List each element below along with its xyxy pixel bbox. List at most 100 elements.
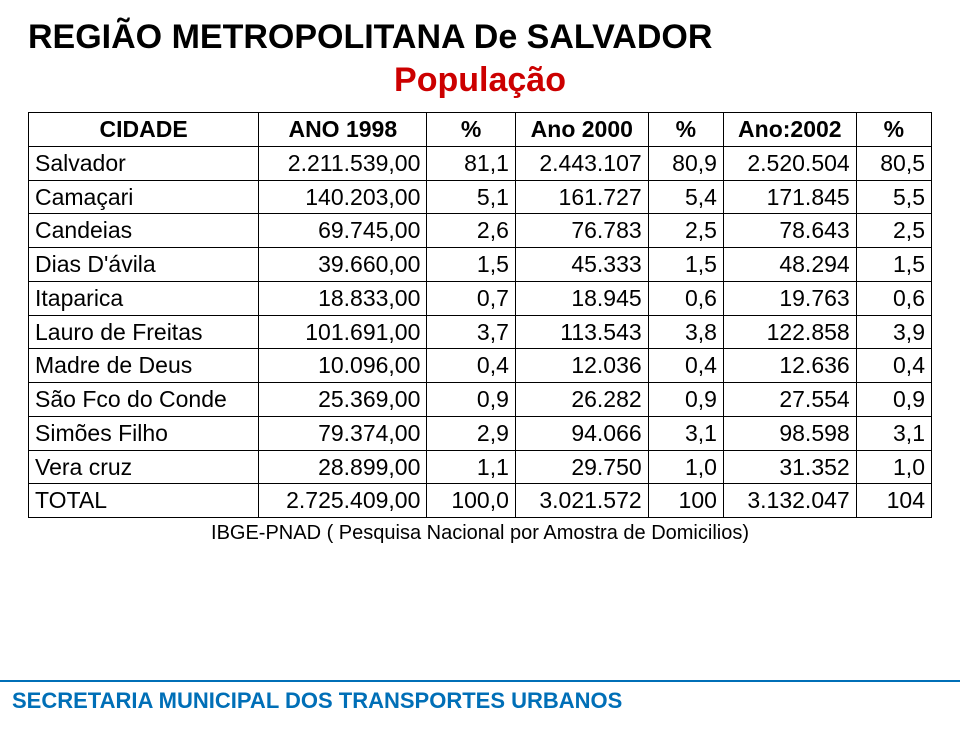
cell-value: 113.543 — [515, 315, 648, 349]
cell-value: 18.945 — [515, 281, 648, 315]
cell-value: 28.899,00 — [259, 450, 427, 484]
cell-value: 1,5 — [648, 248, 723, 282]
table-row: Vera cruz28.899,001,129.7501,031.3521,0 — [29, 450, 932, 484]
footer-bar: SECRETARIA MUNICIPAL DOS TRANSPORTES URB… — [0, 680, 960, 714]
table-row: Salvador2.211.539,0081,12.443.10780,92.5… — [29, 146, 932, 180]
cell-value: 12.036 — [515, 349, 648, 383]
table-row: São Fco do Conde25.369,000,926.2820,927.… — [29, 383, 932, 417]
cell-value: 29.750 — [515, 450, 648, 484]
cell-name: Candeias — [29, 214, 259, 248]
cell-value: 5,1 — [427, 180, 516, 214]
col-header: Ano:2002 — [723, 113, 856, 147]
cell-value: 26.282 — [515, 383, 648, 417]
cell-value: 171.845 — [723, 180, 856, 214]
cell-value: 100,0 — [427, 484, 516, 518]
cell-value: 0,9 — [648, 383, 723, 417]
cell-value: 25.369,00 — [259, 383, 427, 417]
cell-value: 122.858 — [723, 315, 856, 349]
col-header: % — [427, 113, 516, 147]
cell-name: São Fco do Conde — [29, 383, 259, 417]
cell-value: 31.352 — [723, 450, 856, 484]
source-note: IBGE-PNAD ( Pesquisa Nacional por Amostr… — [28, 522, 932, 545]
cell-value: 10.096,00 — [259, 349, 427, 383]
cell-value: 2,5 — [648, 214, 723, 248]
cell-value: 0,9 — [427, 383, 516, 417]
table-row: Dias D'ávila39.660,001,545.3331,548.2941… — [29, 248, 932, 282]
col-header: CIDADE — [29, 113, 259, 147]
cell-value: 0,6 — [856, 281, 931, 315]
table-row: Lauro de Freitas101.691,003,7113.5433,81… — [29, 315, 932, 349]
cell-value: 1,0 — [856, 450, 931, 484]
footer-text: SECRETARIA MUNICIPAL DOS TRANSPORTES URB… — [12, 688, 622, 713]
col-header: % — [856, 113, 931, 147]
table-row: Itaparica18.833,000,718.9450,619.7630,6 — [29, 281, 932, 315]
cell-value: 81,1 — [427, 146, 516, 180]
col-header: % — [648, 113, 723, 147]
cell-value: 5,4 — [648, 180, 723, 214]
cell-value: 140.203,00 — [259, 180, 427, 214]
cell-value: 1,5 — [427, 248, 516, 282]
cell-value: 78.643 — [723, 214, 856, 248]
cell-name: Camaçari — [29, 180, 259, 214]
cell-value: 0,4 — [648, 349, 723, 383]
cell-value: 79.374,00 — [259, 416, 427, 450]
cell-value: 2.725.409,00 — [259, 484, 427, 518]
cell-value: 3,1 — [856, 416, 931, 450]
cell-value: 2,9 — [427, 416, 516, 450]
cell-value: 1,0 — [648, 450, 723, 484]
cell-value: 3,7 — [427, 315, 516, 349]
cell-name: Madre de Deus — [29, 349, 259, 383]
cell-value: 45.333 — [515, 248, 648, 282]
cell-value: 80,5 — [856, 146, 931, 180]
table-row: Candeias69.745,002,676.7832,578.6432,5 — [29, 214, 932, 248]
page-title: REGIÃO METROPOLITANA De SALVADOR — [28, 18, 932, 57]
cell-value: 3.021.572 — [515, 484, 648, 518]
cell-value: 39.660,00 — [259, 248, 427, 282]
col-header: Ano 2000 — [515, 113, 648, 147]
cell-value: 2.443.107 — [515, 146, 648, 180]
cell-value: 0,4 — [856, 349, 931, 383]
cell-name: Dias D'ávila — [29, 248, 259, 282]
cell-value: 98.598 — [723, 416, 856, 450]
cell-name: TOTAL — [29, 484, 259, 518]
cell-value: 1,5 — [856, 248, 931, 282]
cell-name: Vera cruz — [29, 450, 259, 484]
table-row: Madre de Deus10.096,000,412.0360,412.636… — [29, 349, 932, 383]
cell-value: 48.294 — [723, 248, 856, 282]
cell-value: 2.211.539,00 — [259, 146, 427, 180]
cell-value: 3,8 — [648, 315, 723, 349]
cell-value: 101.691,00 — [259, 315, 427, 349]
cell-name: Salvador — [29, 146, 259, 180]
cell-value: 3,9 — [856, 315, 931, 349]
cell-value: 1,1 — [427, 450, 516, 484]
cell-value: 0,4 — [427, 349, 516, 383]
cell-value: 2,6 — [427, 214, 516, 248]
cell-value: 104 — [856, 484, 931, 518]
page-subtitle: População — [28, 61, 932, 100]
cell-value: 27.554 — [723, 383, 856, 417]
cell-name: Simões Filho — [29, 416, 259, 450]
cell-value: 100 — [648, 484, 723, 518]
cell-value: 0,6 — [648, 281, 723, 315]
table-header-row: CIDADE ANO 1998 % Ano 2000 % Ano:2002 % — [29, 113, 932, 147]
cell-value: 0,7 — [427, 281, 516, 315]
cell-value: 3.132.047 — [723, 484, 856, 518]
cell-value: 161.727 — [515, 180, 648, 214]
cell-value: 76.783 — [515, 214, 648, 248]
cell-value: 18.833,00 — [259, 281, 427, 315]
cell-value: 19.763 — [723, 281, 856, 315]
slide-content: REGIÃO METROPOLITANA De SALVADOR Populaç… — [0, 0, 960, 545]
cell-value: 94.066 — [515, 416, 648, 450]
cell-name: Lauro de Freitas — [29, 315, 259, 349]
cell-value: 12.636 — [723, 349, 856, 383]
cell-value: 5,5 — [856, 180, 931, 214]
table-row: Simões Filho79.374,002,994.0663,198.5983… — [29, 416, 932, 450]
cell-name: Itaparica — [29, 281, 259, 315]
population-table: CIDADE ANO 1998 % Ano 2000 % Ano:2002 % … — [28, 112, 932, 518]
cell-value: 3,1 — [648, 416, 723, 450]
cell-value: 80,9 — [648, 146, 723, 180]
cell-value: 2,5 — [856, 214, 931, 248]
cell-value: 0,9 — [856, 383, 931, 417]
cell-value: 69.745,00 — [259, 214, 427, 248]
col-header: ANO 1998 — [259, 113, 427, 147]
